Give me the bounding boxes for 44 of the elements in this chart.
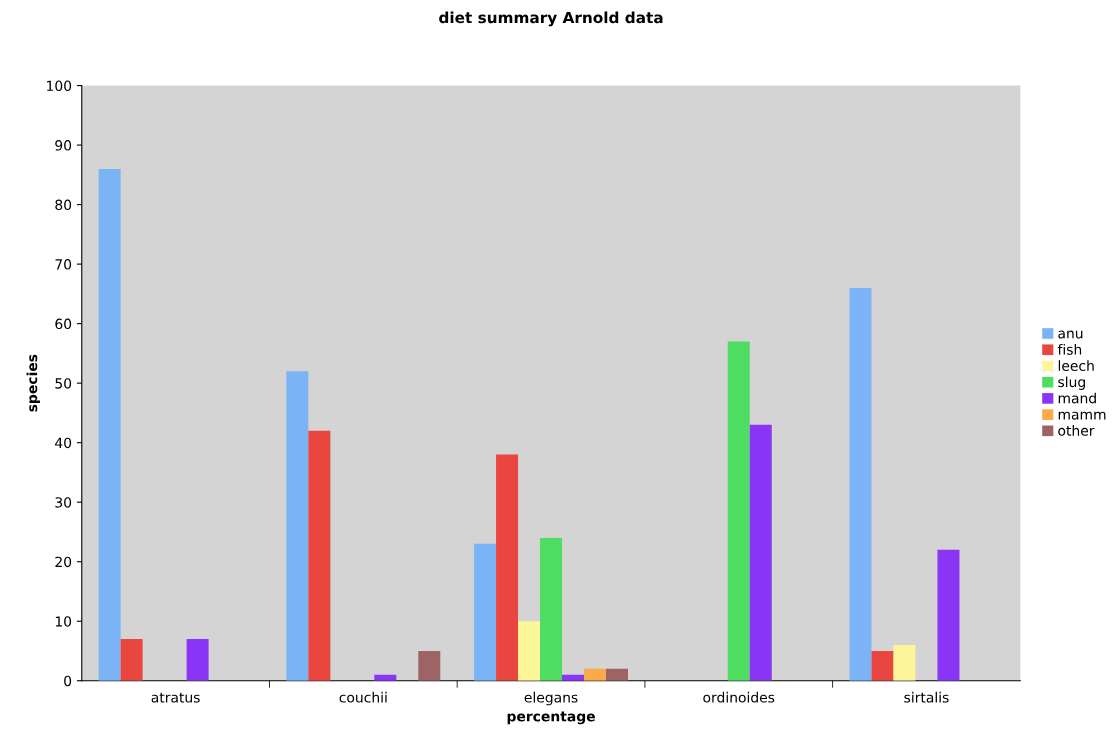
bar <box>937 549 960 681</box>
legend-label: leech <box>1058 360 1094 371</box>
bar <box>308 430 331 681</box>
bar <box>474 543 497 681</box>
x-tick-label: ordinoides <box>703 691 775 703</box>
bar <box>749 424 772 681</box>
x-tick-label: atratus <box>151 692 200 703</box>
bar <box>893 645 916 681</box>
y-tick-label: 30 <box>55 497 72 508</box>
bar <box>849 287 872 681</box>
x-tick-label: sirtalis <box>904 691 949 703</box>
legend-label: anu <box>1058 330 1083 339</box>
chart-title: diet summary Arnold data <box>439 11 663 27</box>
y-tick-label: 50 <box>55 378 72 389</box>
bar <box>606 668 628 681</box>
bar <box>496 454 519 681</box>
y-tick-label: 40 <box>55 437 72 449</box>
bar <box>518 621 541 681</box>
legend-label: mand <box>1058 392 1096 404</box>
bar <box>584 668 607 681</box>
legend-label: slug <box>1058 376 1085 390</box>
y-axis-title: species <box>26 354 40 412</box>
bar <box>540 537 563 681</box>
x-tick-label: elegans <box>524 691 578 706</box>
x-axis-title: percentage <box>507 711 595 725</box>
y-tick-label: 80 <box>55 199 72 211</box>
y-tick-label: 60 <box>55 318 72 330</box>
legend-label: mamm <box>1058 411 1106 420</box>
y-tick-label: 0 <box>64 675 72 687</box>
bar <box>186 639 209 681</box>
bar <box>98 168 121 681</box>
y-tick-label: 10 <box>55 616 72 627</box>
y-tick-label: 20 <box>55 556 72 568</box>
bar <box>286 371 309 681</box>
bar <box>871 651 894 681</box>
bar <box>120 639 143 681</box>
legend-label: fish <box>1057 344 1082 355</box>
bar <box>418 651 441 681</box>
y-tick-label: 100 <box>47 80 72 92</box>
x-tick-label: couchii <box>339 691 387 703</box>
bar <box>727 341 750 681</box>
y-tick-label: 70 <box>55 259 72 270</box>
y-tick-label: 90 <box>55 140 72 151</box>
legend-label: other <box>1058 425 1095 436</box>
